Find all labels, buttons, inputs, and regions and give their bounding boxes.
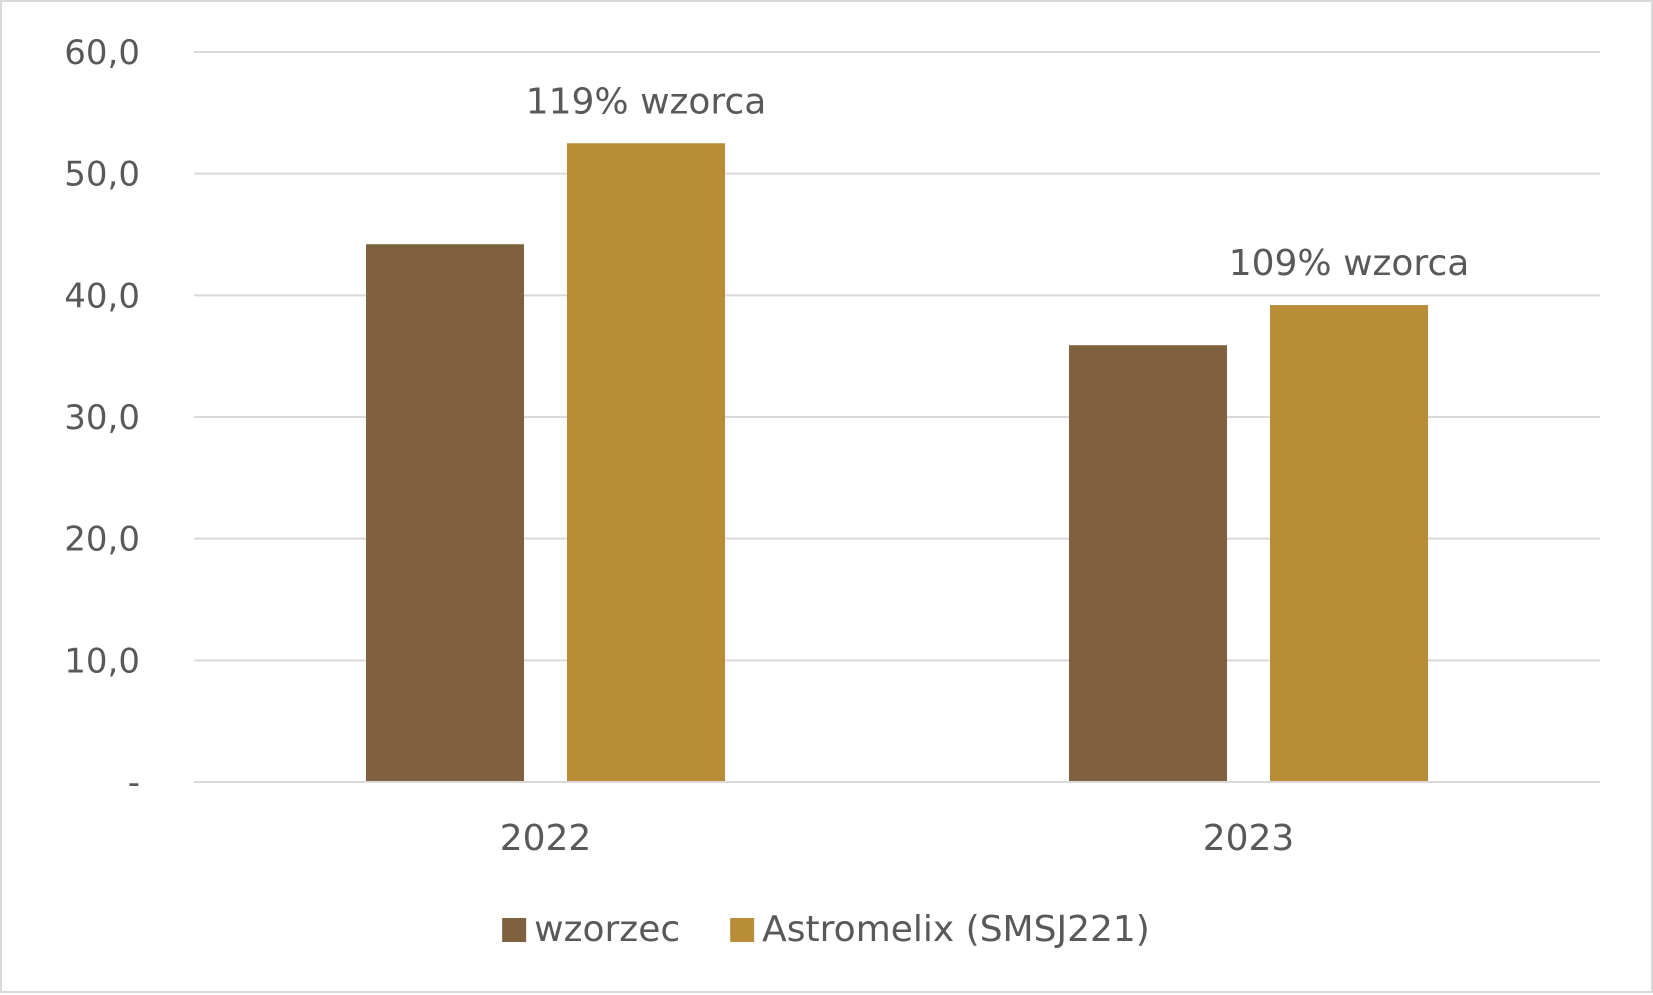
y-tick-label: 30,0 [64,398,140,438]
x-axis-categories: 2022 2023 [500,818,1295,859]
bar-astromelix-smsj221-2023 [1270,305,1428,782]
data-annotations: 119% wzorca 109% wzorca [526,81,1470,284]
data-annotation: 119% wzorca [526,81,767,122]
bars [194,143,1600,783]
legend-swatch [730,918,755,942]
legend-label: Astromelix (SMSJ221) [762,909,1150,950]
legend-swatch [502,918,527,942]
legend: wzorzec Astromelix (SMSJ221) [502,909,1150,950]
x-category-label: 2022 [500,818,592,859]
y-tick-label: 50,0 [64,155,140,195]
bar-wzorzec-2023 [1069,345,1227,782]
bar-wzorzec-2022 [366,244,524,782]
y-tick-label: 40,0 [64,276,140,316]
legend-label: wzorzec [534,909,680,950]
y-tick-label: 60,0 [64,33,140,73]
data-annotation: 109% wzorca [1229,243,1470,284]
y-tick-label: - [128,763,140,803]
x-category-label: 2023 [1203,818,1295,859]
y-tick-label: 10,0 [64,641,140,681]
bar-astromelix-smsj221-2022 [567,143,725,782]
y-tick-label: 20,0 [64,520,140,560]
y-axis-ticks: - 10,0 20,0 30,0 40,0 50,0 60,0 [64,33,140,803]
